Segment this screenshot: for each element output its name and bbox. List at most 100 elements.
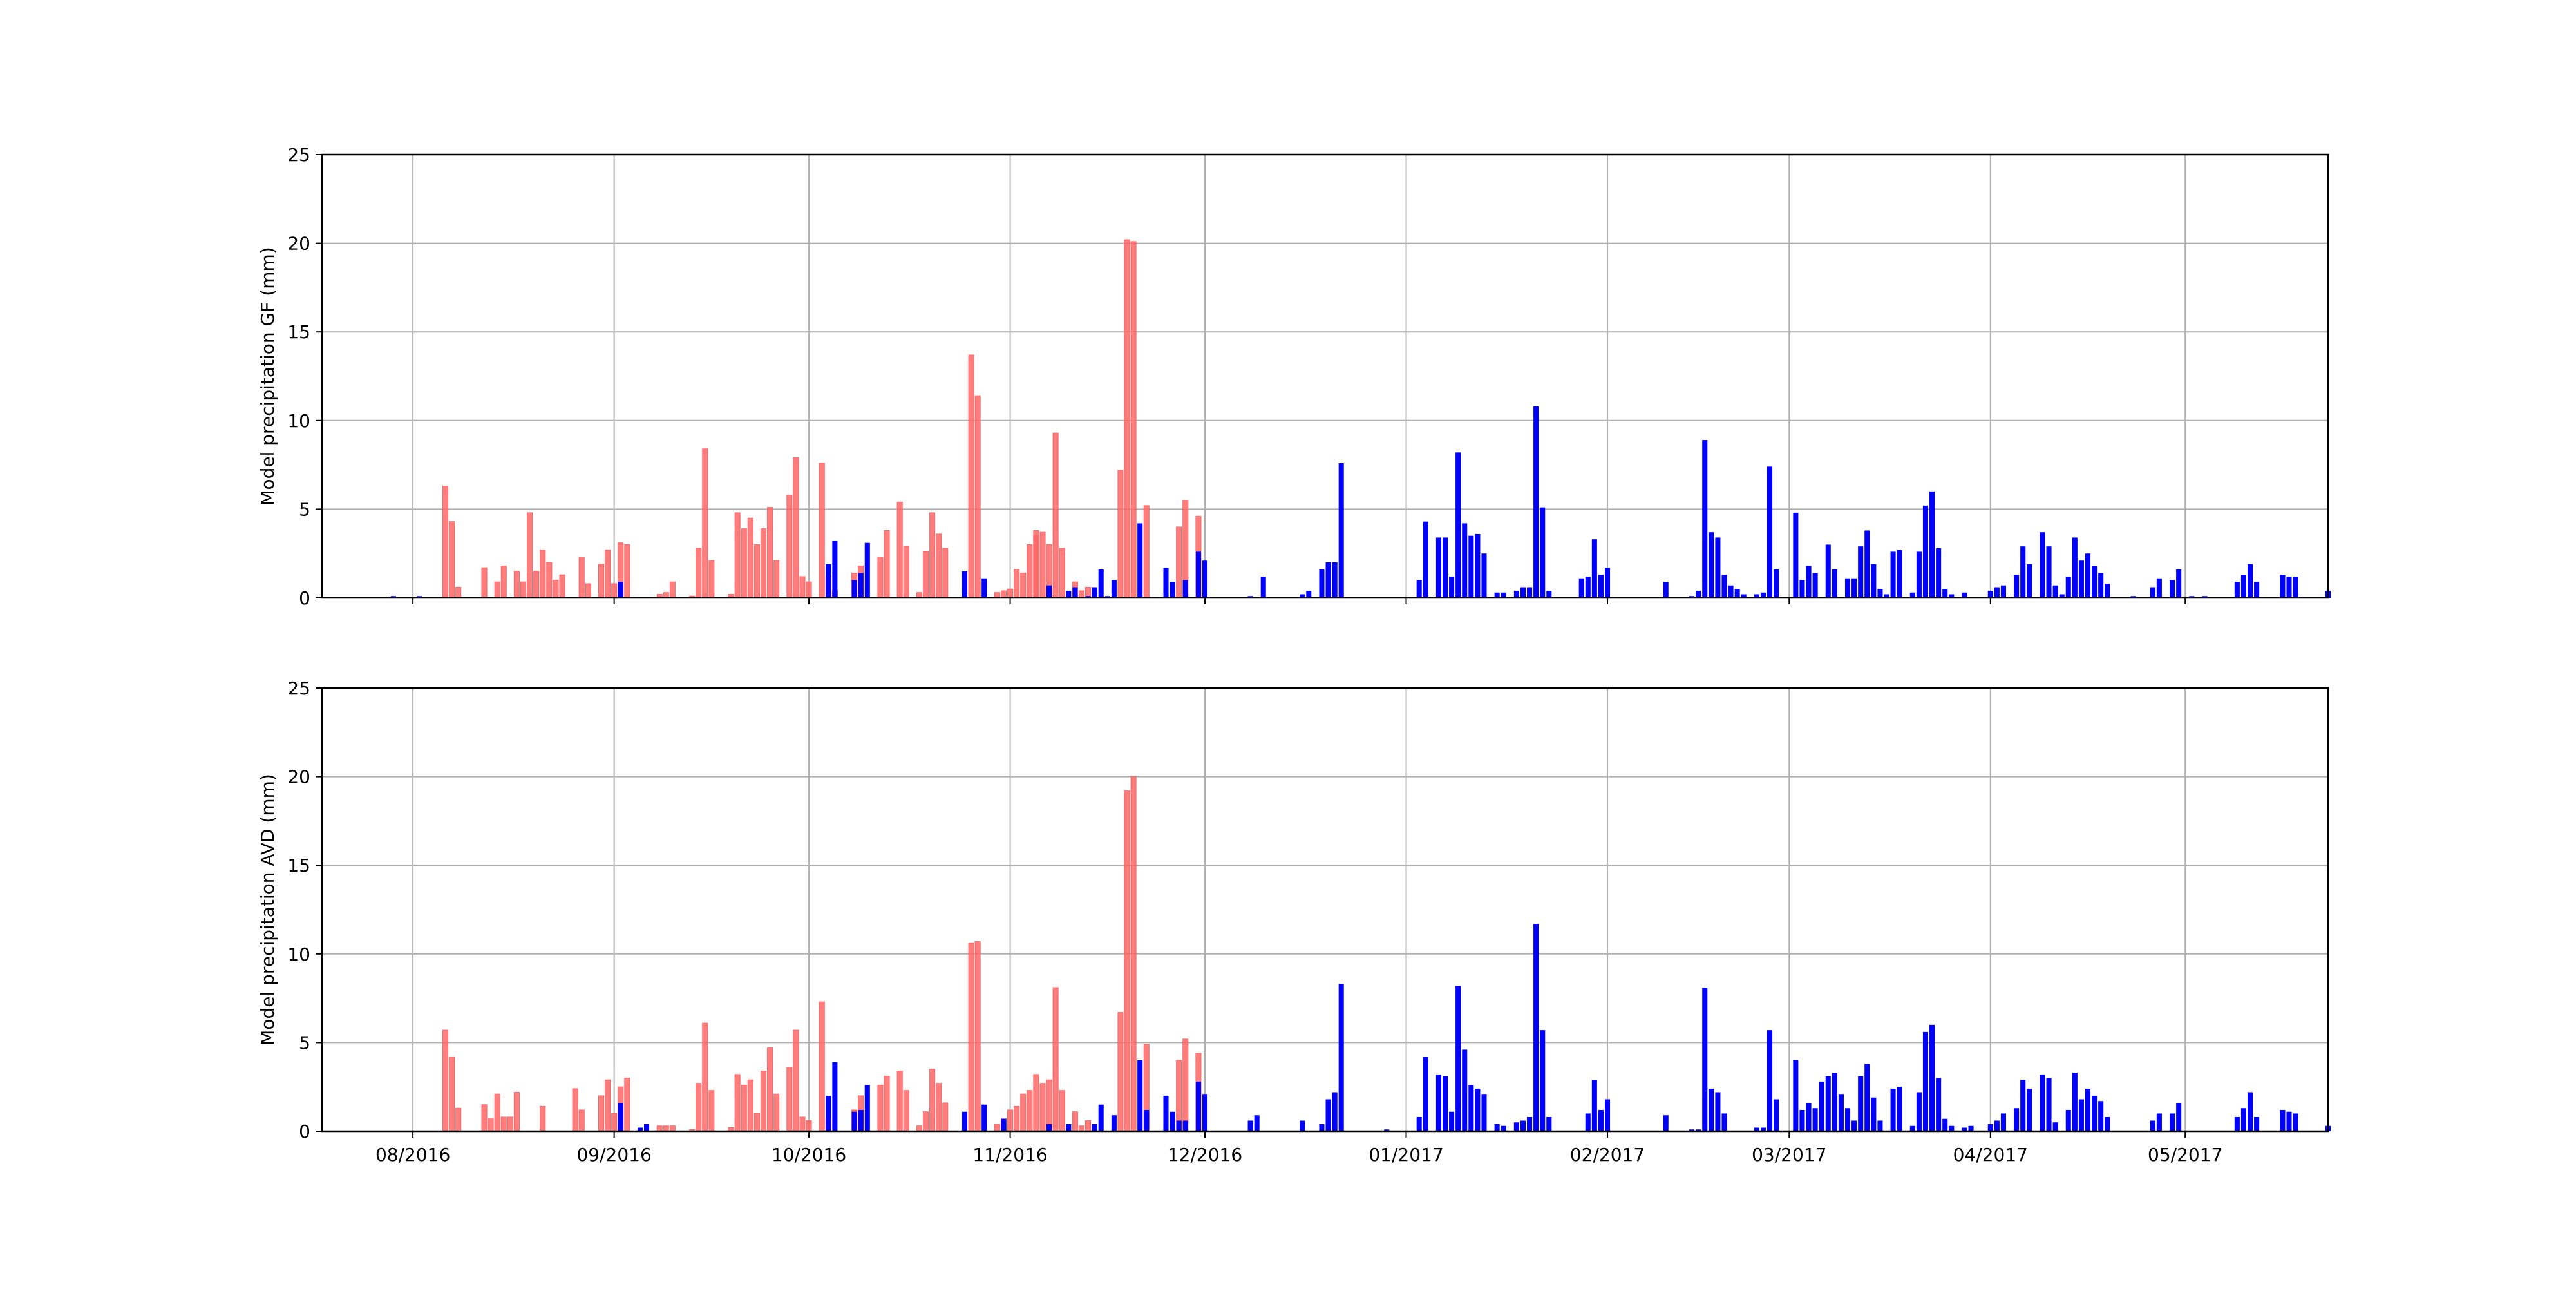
bar	[1163, 568, 1169, 598]
x-tick-label: 11/2016	[972, 1144, 1047, 1165]
bar	[540, 1105, 546, 1132]
bar	[767, 1047, 773, 1132]
bar	[2020, 1080, 2026, 1131]
bar	[1578, 578, 1584, 598]
bar	[1936, 548, 1942, 598]
bar	[1176, 526, 1182, 598]
bar	[1117, 1012, 1124, 1132]
bar	[1130, 776, 1137, 1132]
bar	[1176, 1120, 1182, 1131]
panel-avd: Model precipitation AVD (mm) 0 5 10 15 20 25 0…	[257, 678, 2331, 1165]
bar	[1085, 596, 1091, 598]
bar	[1046, 1079, 1052, 1132]
bar	[1202, 1094, 1208, 1131]
bar	[500, 565, 507, 598]
bar	[1052, 432, 1059, 598]
bar	[903, 546, 909, 598]
bar	[1709, 1088, 1714, 1131]
bar	[903, 1090, 909, 1132]
bar	[2065, 1109, 2071, 1131]
bar	[708, 560, 715, 598]
bar	[864, 542, 870, 598]
bar	[605, 1079, 611, 1132]
bar	[637, 1127, 643, 1131]
bar	[1325, 1099, 1331, 1131]
bar	[1929, 491, 1935, 598]
bar	[1072, 1111, 1078, 1132]
bar	[896, 501, 903, 598]
bar	[1182, 1038, 1189, 1132]
bar	[1137, 523, 1143, 598]
bar	[2052, 585, 2058, 598]
bar	[1819, 1081, 1824, 1131]
bar	[767, 507, 773, 598]
bar	[1449, 1111, 1455, 1131]
bar	[1715, 1092, 1721, 1131]
bar	[1306, 590, 1312, 598]
bar	[2027, 564, 2032, 598]
bar	[618, 1102, 623, 1131]
bar	[1877, 1120, 1883, 1131]
bar	[500, 1116, 507, 1132]
bar	[2156, 578, 2162, 598]
bar	[1462, 523, 1468, 598]
bar	[1325, 562, 1331, 598]
x-tick-label: 08/2016	[375, 1144, 450, 1165]
bar	[1137, 1060, 1143, 1131]
bar	[624, 1077, 630, 1132]
bar	[1806, 1102, 1812, 1131]
bar	[747, 517, 753, 598]
bar	[1702, 440, 1708, 598]
bar	[417, 596, 422, 598]
x-tick-label: 10/2016	[772, 1144, 846, 1165]
bar	[2072, 537, 2078, 598]
y-tick-label: 20	[287, 767, 310, 788]
bar	[644, 1124, 650, 1131]
bar	[877, 1084, 884, 1132]
bar	[1949, 1125, 1955, 1131]
bar	[442, 486, 449, 598]
bar	[1721, 575, 1727, 598]
bar	[1111, 1115, 1117, 1131]
bar	[1039, 1083, 1046, 1132]
bar	[1423, 1057, 1428, 1131]
bar	[1922, 1031, 1929, 1131]
bar	[884, 1076, 890, 1132]
bar	[1059, 1090, 1065, 1132]
bar	[1066, 1124, 1072, 1131]
bar	[1663, 582, 1669, 598]
bar	[968, 942, 974, 1132]
x-tick-label: 03/2017	[1752, 1144, 1826, 1165]
bar	[1968, 1125, 1974, 1131]
bar	[1111, 580, 1117, 598]
bar	[1767, 466, 1773, 598]
bar	[747, 1079, 753, 1132]
bar	[2040, 532, 2045, 598]
bar	[1909, 1125, 1915, 1131]
y-tick-label: 25	[287, 678, 310, 699]
bar	[2130, 596, 2136, 598]
bar	[1085, 1120, 1092, 1132]
bar	[1319, 1124, 1325, 1131]
x-tick-label: 05/2017	[2148, 1144, 2222, 1165]
bar	[1754, 1127, 1759, 1131]
x-tick-label: 09/2016	[576, 1144, 651, 1165]
bar	[753, 544, 760, 598]
bar	[1455, 452, 1461, 598]
bar	[442, 1029, 449, 1132]
bar	[896, 1070, 903, 1132]
bar	[968, 354, 974, 598]
bar	[1696, 1129, 1701, 1131]
bar	[455, 1107, 462, 1132]
bar	[1020, 572, 1027, 598]
bar	[1072, 587, 1078, 598]
bar	[1591, 539, 1597, 598]
bar	[864, 1085, 870, 1131]
bar	[2105, 1116, 2110, 1131]
bar	[624, 544, 630, 598]
bar	[2293, 1113, 2298, 1131]
bar	[1871, 564, 1877, 598]
bar	[2078, 560, 2084, 598]
bar	[1799, 580, 1805, 598]
